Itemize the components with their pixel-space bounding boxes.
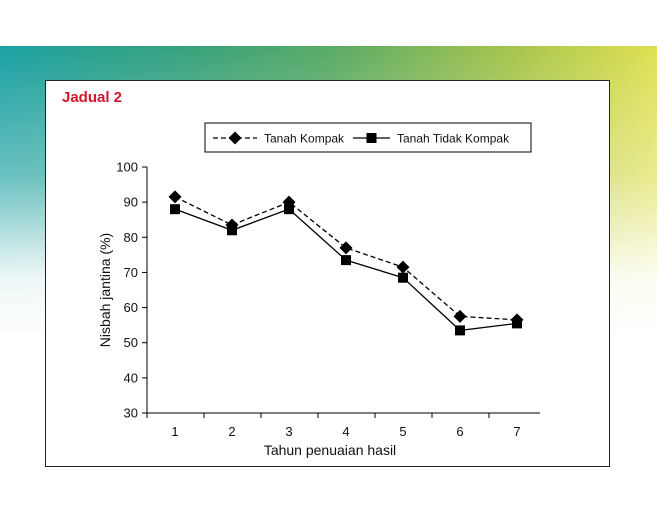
legend: Tanah Kompak Tanah Tidak Kompak (204, 122, 532, 153)
y-tick-label: 60 (124, 300, 138, 315)
chart-axes: 30 40 50 60 70 80 90 100 1 2 3 4 5 6 7 (116, 160, 540, 439)
data-point (396, 260, 410, 274)
x-tick-label: 2 (228, 424, 235, 439)
x-tick-label: 6 (456, 424, 463, 439)
x-axis-label: Tahun penuaian hasil (264, 442, 396, 458)
y-axis-label: Nisbah jantina (%) (97, 233, 113, 347)
y-tick-label: 80 (124, 230, 138, 245)
data-point (168, 190, 182, 204)
y-tick-label: 70 (124, 265, 138, 280)
data-point (227, 225, 237, 236)
data-point (453, 309, 467, 323)
y-tick-label: 30 (124, 406, 138, 421)
x-tick-label: 5 (399, 424, 406, 439)
chart-series (168, 190, 524, 336)
series-2 (170, 204, 522, 336)
data-point (512, 318, 522, 329)
y-tick-label: 90 (124, 195, 138, 210)
y-tick-label: 40 (124, 370, 138, 385)
y-tick-label: 100 (116, 160, 138, 175)
y-tick-label: 50 (124, 335, 138, 350)
x-tick-label: 1 (171, 424, 178, 439)
legend-marker (228, 131, 242, 145)
data-point (398, 272, 408, 283)
x-tick-label: 7 (513, 424, 520, 439)
x-tick-label: 4 (342, 424, 349, 439)
data-point (341, 255, 351, 266)
legend-label: Tanah Kompak (264, 132, 345, 146)
x-tick-label: 3 (285, 424, 292, 439)
slide-title: Jadual 2 (62, 89, 123, 106)
data-point (339, 241, 353, 255)
data-point (284, 204, 294, 215)
legend-marker (366, 133, 377, 143)
series-line (174, 208, 518, 332)
data-point (170, 204, 180, 215)
legend-label: Tanah Tidak Kompak (397, 132, 510, 146)
data-point (455, 325, 465, 336)
